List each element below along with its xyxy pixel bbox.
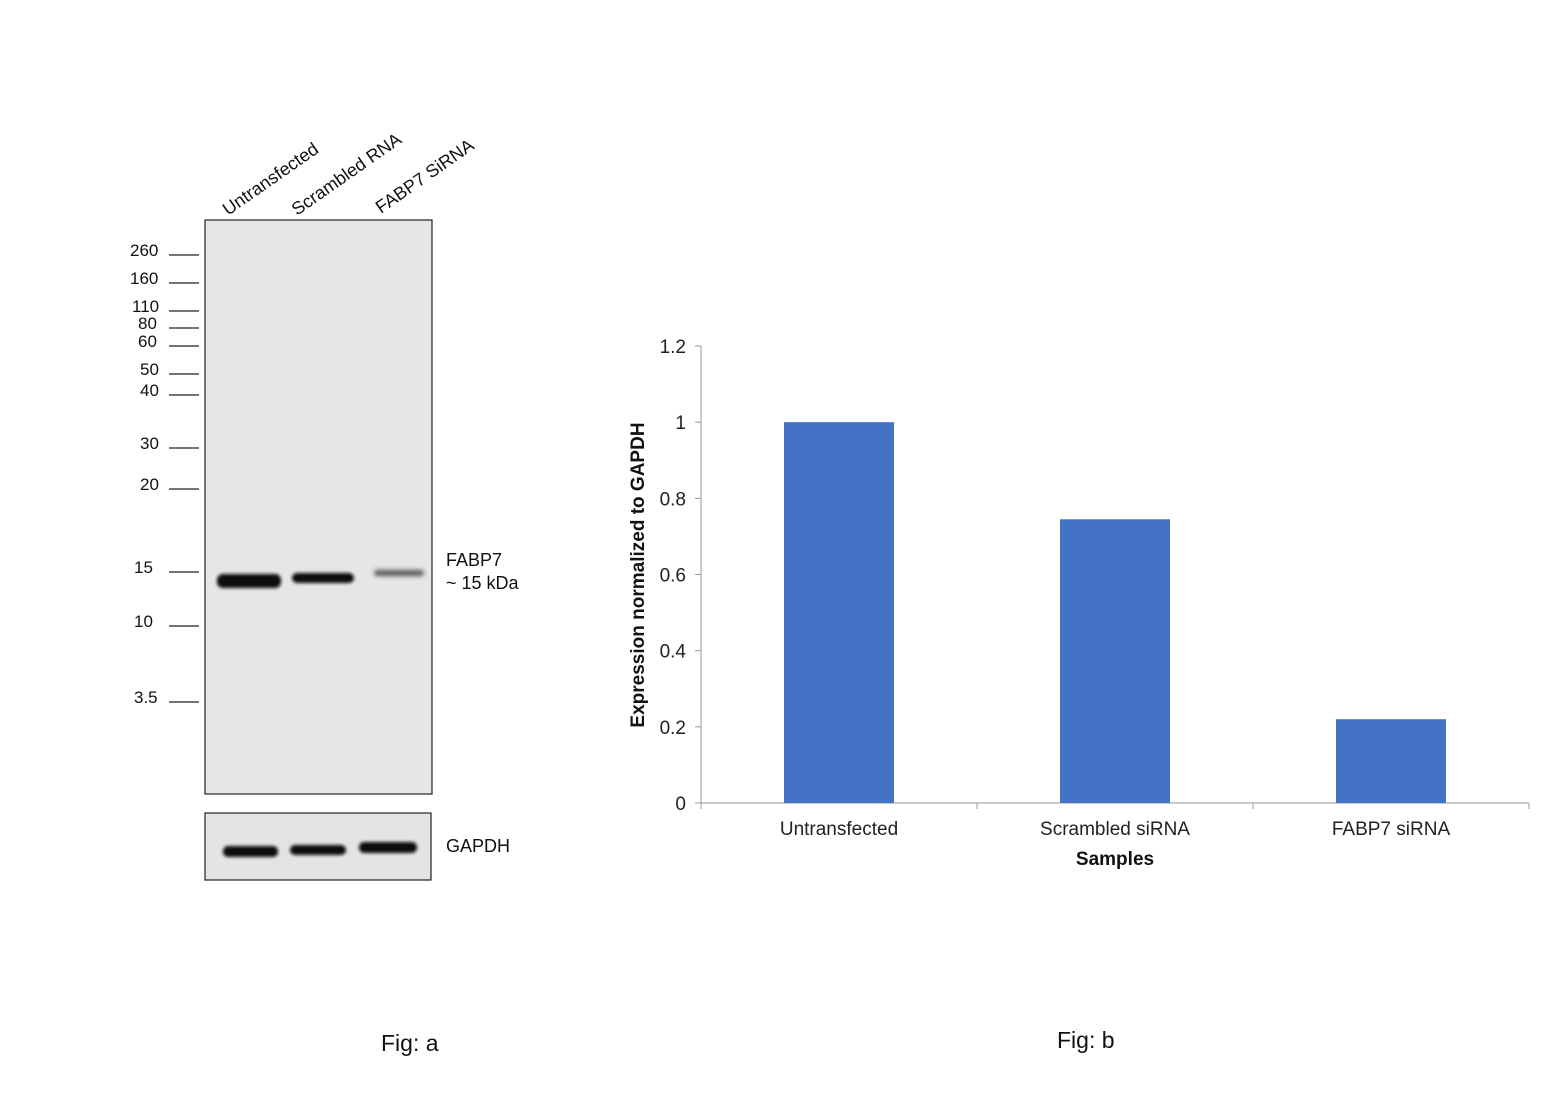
y-tick-label: 0 — [675, 794, 686, 815]
target-size-label: ~ 15 kDa — [446, 573, 520, 593]
marker-label: 260 — [130, 241, 158, 260]
gapdh-label: GAPDH — [446, 836, 510, 856]
y-tick-label: 0.6 — [660, 566, 686, 587]
blot-membrane — [204, 219, 433, 795]
marker-label: 80 — [138, 314, 157, 333]
y-axis-title: Expression normalized to GAPDH — [628, 422, 649, 727]
figure-caption-b: Fig: b — [1057, 1027, 1115, 1053]
y-tick-label: 0.4 — [660, 642, 687, 663]
x-axis-title: Samples — [1076, 849, 1154, 870]
target-label: FABP7 — [446, 550, 502, 570]
marker-label: 15 — [134, 558, 153, 577]
gapdh-band-scrambled — [290, 845, 346, 855]
marker-label: 3.5 — [134, 688, 158, 707]
figure-caption-a: Fig: a — [381, 1030, 439, 1056]
y-tick-labels: 0 0.2 0.4 0.6 0.8 1 1.2 — [660, 337, 687, 815]
y-tick-label: 0.8 — [660, 489, 686, 510]
gapdh-band-fabp7-sirna — [359, 842, 417, 853]
marker-label: 160 — [130, 269, 158, 288]
bar-0 — [784, 422, 894, 803]
y-tick-label: 0.2 — [660, 718, 686, 739]
fabp7-band-scrambled — [292, 573, 354, 583]
x-category-label: Untransfected — [780, 819, 898, 840]
x-category-label: FABP7 siRNA — [1332, 819, 1451, 840]
marker-label: 40 — [140, 381, 159, 400]
chart-bars — [784, 422, 1446, 803]
fabp7-band-fabp7-sirna — [374, 570, 424, 576]
fabp7-band-untransfected — [217, 574, 281, 588]
marker-label: 20 — [140, 475, 159, 494]
x-category-label: Scrambled siRNA — [1040, 819, 1190, 840]
marker-label: 30 — [140, 434, 159, 453]
y-tick-label: 1.2 — [660, 337, 686, 358]
bar-2 — [1336, 719, 1446, 803]
y-tick-label: 1 — [675, 413, 686, 434]
marker-label: 50 — [140, 360, 159, 379]
marker-label: 10 — [134, 612, 153, 631]
marker-label: 60 — [138, 332, 157, 351]
bar-chart-figure: 0 0.2 0.4 0.6 0.8 1 1.2 Untransfected Scrambled… — [628, 337, 1530, 870]
bar-1 — [1060, 519, 1170, 803]
gapdh-band-untransfected — [223, 846, 278, 857]
marker-label: 110 — [132, 297, 159, 316]
x-category-labels: Untransfected Scrambled siRNA FABP7 siRNA — [780, 819, 1451, 840]
fabp7-bands — [217, 570, 424, 588]
western-blot-figure: Untransfected Scrambled RNA FABP7 SiRNA … — [130, 129, 520, 881]
gapdh-bands — [223, 842, 417, 857]
